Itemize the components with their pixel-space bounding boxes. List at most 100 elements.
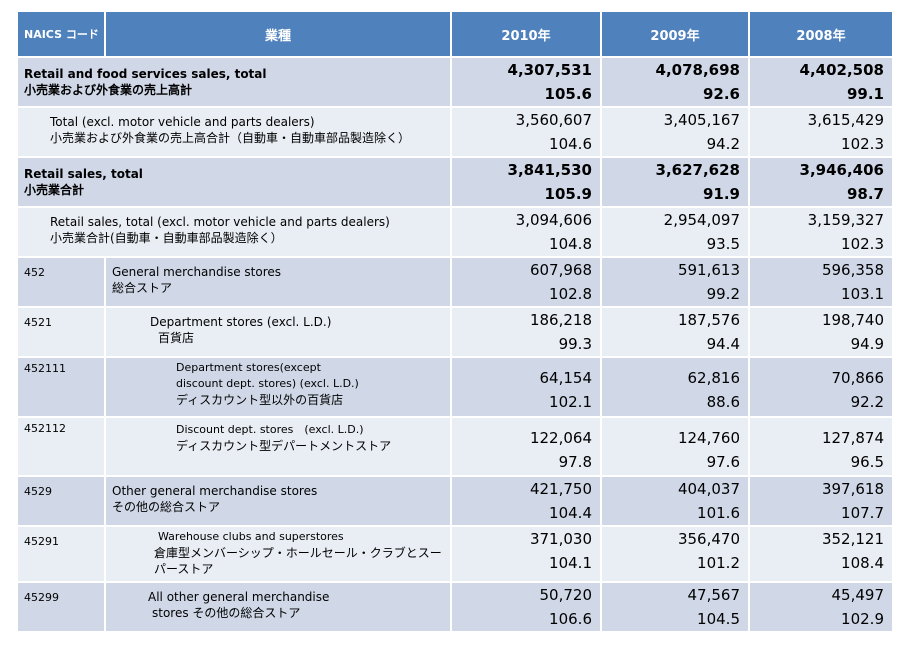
row-label-cell: Retail sales, total (excl. motor vehicle… [16,206,452,258]
table-row: 4529 Other general merchandise stores その… [16,475,894,527]
row-label-en: Discount dept. stores (excl. L.D.) [176,423,364,436]
naics-code: 452112 [24,422,66,435]
row-label-cell: Department stores(except discount dept. … [104,356,452,418]
table-row: 452112 Discount dept. stores (excl. L.D.… [16,416,894,477]
table-row: Retail sales, total (excl. motor vehicle… [16,206,894,258]
naics-code: 452 [24,266,45,279]
cell-2010: 3,094,606 104.8 [450,206,602,258]
row-label-ja: 小売業および外食業の売上高計 [24,83,193,97]
cell-2009: 124,760 97.6 [600,416,750,477]
row-label-en: Warehouse clubs and superstores [158,530,344,543]
naics-code-cell: 452112 [16,416,106,477]
cell-2008: 352,121 108.4 [748,525,894,583]
cell-2009: 591,613 99.2 [600,256,750,308]
naics-code: 4521 [24,316,52,329]
cell-2009: 3,627,628 91.9 [600,156,750,208]
row-label-ja: 百貨店 [158,331,195,345]
row-label-cell: Warehouse clubs and superstores 倉庫型メンバーシ… [104,525,452,583]
cell-2009: 47,567 104.5 [600,581,750,633]
table-row: Total (excl. motor vehicle and parts dea… [16,106,894,158]
cell-2008: 397,618 107.7 [748,475,894,527]
header-2008: 2008年 [748,10,894,58]
row-label-ja: 小売業合計 [24,183,85,197]
row-label-ja: 倉庫型メンバーシップ・ホールセール・クラブとスー [154,546,442,560]
row-label-ja: stores その他の総合ストア [152,606,301,620]
table-row: 45299 All other general merchandise stor… [16,581,894,633]
cell-2010: 3,841,530 105.9 [450,156,602,208]
cell-2010: 122,064 97.8 [450,416,602,477]
naics-code: 4529 [24,485,52,498]
row-label-en: Department stores(except [176,361,321,374]
sales-table-container: NAICS コード 業種 2010年 2009年 2008年 Retail an… [16,10,894,633]
naics-code-cell: 452 [16,256,106,308]
row-label-en: Retail sales, total [24,167,143,181]
table-row: 4521 Department stores (excl. L.D.) 百貨店 … [16,306,894,358]
row-label-en: Total (excl. motor vehicle and parts dea… [50,115,315,129]
naics-code: 45291 [24,535,59,548]
naics-code-cell: 4521 [16,306,106,358]
row-label-ja: ディスカウント型デパートメントストア [176,439,392,453]
table-row: 45291 Warehouse clubs and superstores 倉庫… [16,525,894,583]
cell-2010: 50,720 106.6 [450,581,602,633]
naics-code-cell: 45291 [16,525,106,583]
row-label-ja: ディスカウント型以外の百貨店 [176,393,344,407]
row-label-en: General merchandise stores [112,265,282,279]
header-industry: 業種 [104,10,452,58]
cell-2010: 371,030 104.1 [450,525,602,583]
cell-2010: 4,307,531 105.6 [450,56,602,108]
cell-2010: 186,218 99.3 [450,306,602,358]
row-label-ja: パーストア [154,562,214,576]
cell-2009: 62,816 88.6 [600,356,750,418]
row-label-en: Retail and food services sales, total [24,67,267,81]
cell-2008: 70,866 92.2 [748,356,894,418]
cell-2008: 198,740 94.9 [748,306,894,358]
row-label-en: Other general merchandise stores [112,484,318,498]
naics-code-cell: 4529 [16,475,106,527]
row-label-cell: Retail sales, total 小売業合計 [16,156,452,208]
table-row: 452 General merchandise stores 総合ストア 607… [16,256,894,308]
retail-sales-table: NAICS コード 業種 2010年 2009年 2008年 Retail an… [16,10,894,633]
table-header-row: NAICS コード 業種 2010年 2009年 2008年 [16,10,894,58]
row-label-en: Department stores (excl. L.D.) [150,315,332,329]
row-label-ja: 小売業合計(自動車・自動車部品製造除く） [50,231,283,245]
naics-code-cell: 452111 [16,356,106,418]
cell-2008: 3,159,327 102.3 [748,206,894,258]
row-label-cell: General merchandise stores 総合ストア [104,256,452,308]
header-naics-code: NAICS コード [16,10,106,58]
table-row: 452111 Department stores(except discount… [16,356,894,418]
header-2010: 2010年 [450,10,602,58]
cell-2010: 64,154 102.1 [450,356,602,418]
cell-2009: 2,954,097 93.5 [600,206,750,258]
cell-2008: 4,402,508 99.1 [748,56,894,108]
cell-2008: 596,358 103.1 [748,256,894,308]
naics-code: 45299 [24,591,59,604]
cell-2010: 421,750 104.4 [450,475,602,527]
row-label-cell: Total (excl. motor vehicle and parts dea… [16,106,452,158]
row-label-ja: 小売業および外食業の売上高合計（自動車・自動車部品製造除く） [50,131,411,145]
cell-2009: 187,576 94.4 [600,306,750,358]
cell-2009: 4,078,698 92.6 [600,56,750,108]
cell-2009: 356,470 101.2 [600,525,750,583]
row-label-cell: Other general merchandise stores その他の総合ス… [104,475,452,527]
row-label-ja: 総合ストア [112,281,173,295]
cell-2009: 3,405,167 94.2 [600,106,750,158]
cell-2008: 45,497 102.9 [748,581,894,633]
header-2009: 2009年 [600,10,750,58]
row-label-cell: Retail and food services sales, total 小売… [16,56,452,108]
cell-2008: 127,874 96.5 [748,416,894,477]
row-label-en: discount dept. stores) (excl. L.D.) [176,377,359,390]
cell-2010: 607,968 102.8 [450,256,602,308]
cell-2008: 3,946,406 98.7 [748,156,894,208]
row-label-en: Retail sales, total (excl. motor vehicle… [50,215,390,229]
naics-code: 452111 [24,362,66,375]
row-label-cell: All other general merchandise stores その他… [104,581,452,633]
table-row: Retail sales, total 小売業合計 3,841,530 105.9… [16,156,894,208]
cell-2009: 404,037 101.6 [600,475,750,527]
row-label-cell: Department stores (excl. L.D.) 百貨店 [104,306,452,358]
row-label-en: All other general merchandise [148,590,330,604]
row-label-ja: その他の総合ストア [112,500,221,514]
row-label-cell: Discount dept. stores (excl. L.D.) ディスカウ… [104,416,452,477]
cell-2010: 3,560,607 104.6 [450,106,602,158]
table-row: Retail and food services sales, total 小売… [16,56,894,108]
naics-code-cell: 45299 [16,581,106,633]
